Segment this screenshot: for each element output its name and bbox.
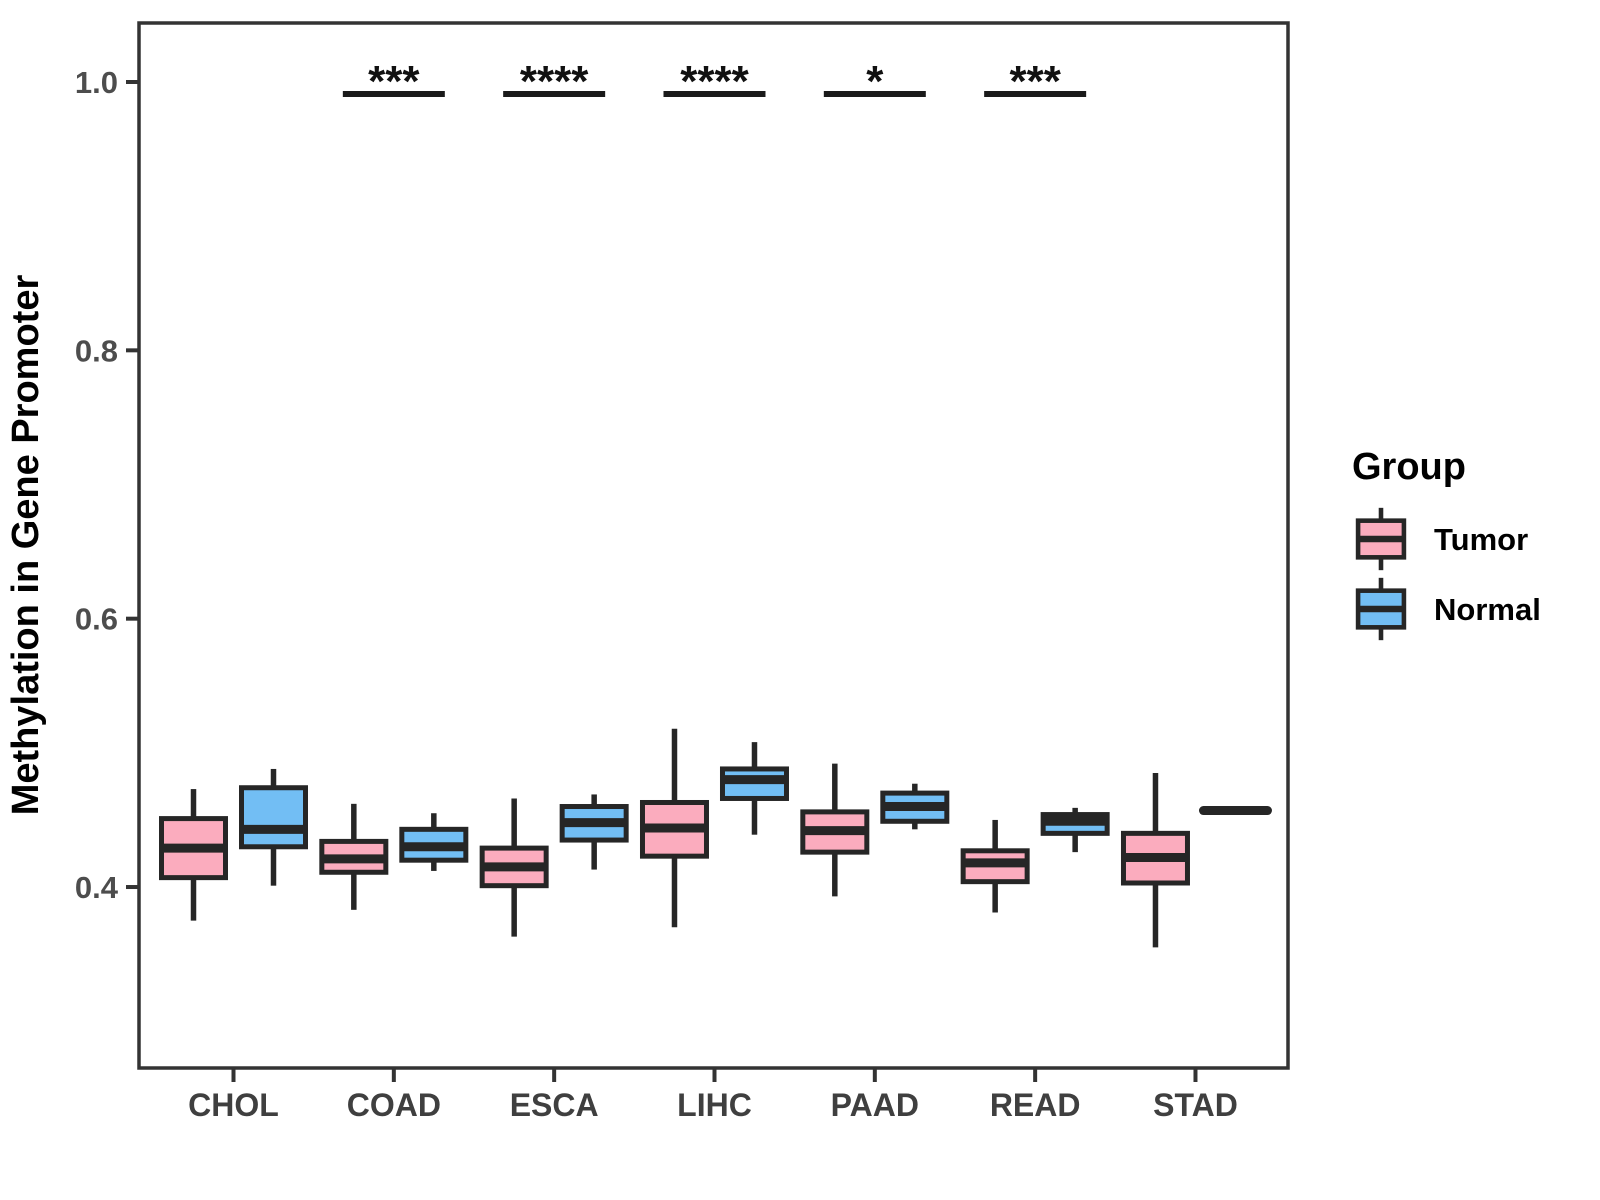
x-tick-label: ESCA: [510, 1087, 599, 1123]
plot-panel-border: [137, 21, 1290, 1070]
significance-stars-COAD: ***: [368, 57, 420, 106]
significance-stars-READ: ***: [1009, 57, 1061, 106]
x-tick-label: STAD: [1153, 1087, 1238, 1123]
significance-stars-ESCA: ****: [520, 57, 589, 106]
legend-item-tumor: Tumor: [1352, 504, 1528, 574]
plot-area: 0.4 0.6 0.8 1.0 CHOL COAD ESCA LIHC PAAD READ STAD…: [75, 57, 1272, 1123]
significance-stars-LIHC: ****: [680, 57, 749, 106]
box-normal-CHOL: [239, 785, 308, 850]
y-tick-label: 0.4: [75, 870, 119, 905]
y-tick-label: 0.8: [75, 333, 118, 368]
y-tick-label: 1.0: [75, 65, 118, 100]
x-tick-label: PAAD: [831, 1087, 919, 1123]
legend: Group Tumor Normal: [1352, 448, 1541, 644]
significance-stars-PAAD: *: [866, 57, 884, 106]
x-tick-label: READ: [990, 1087, 1081, 1123]
x-tick-label: COAD: [347, 1087, 441, 1123]
x-tick-label: LIHC: [677, 1087, 752, 1123]
x-tick-label: CHOL: [188, 1087, 279, 1123]
normal-boxplot-key-icon: [1355, 577, 1407, 641]
legend-label-tumor: Tumor: [1434, 521, 1529, 557]
legend-item-normal: Normal: [1352, 574, 1541, 644]
legend-label-normal: Normal: [1434, 591, 1541, 627]
tumor-boxplot-key-icon: [1355, 507, 1407, 571]
y-axis-title: Methylation in Gene Promoter: [5, 275, 47, 816]
legend-title: Group: [1352, 446, 1466, 488]
y-tick-label: 0.6: [75, 602, 118, 637]
